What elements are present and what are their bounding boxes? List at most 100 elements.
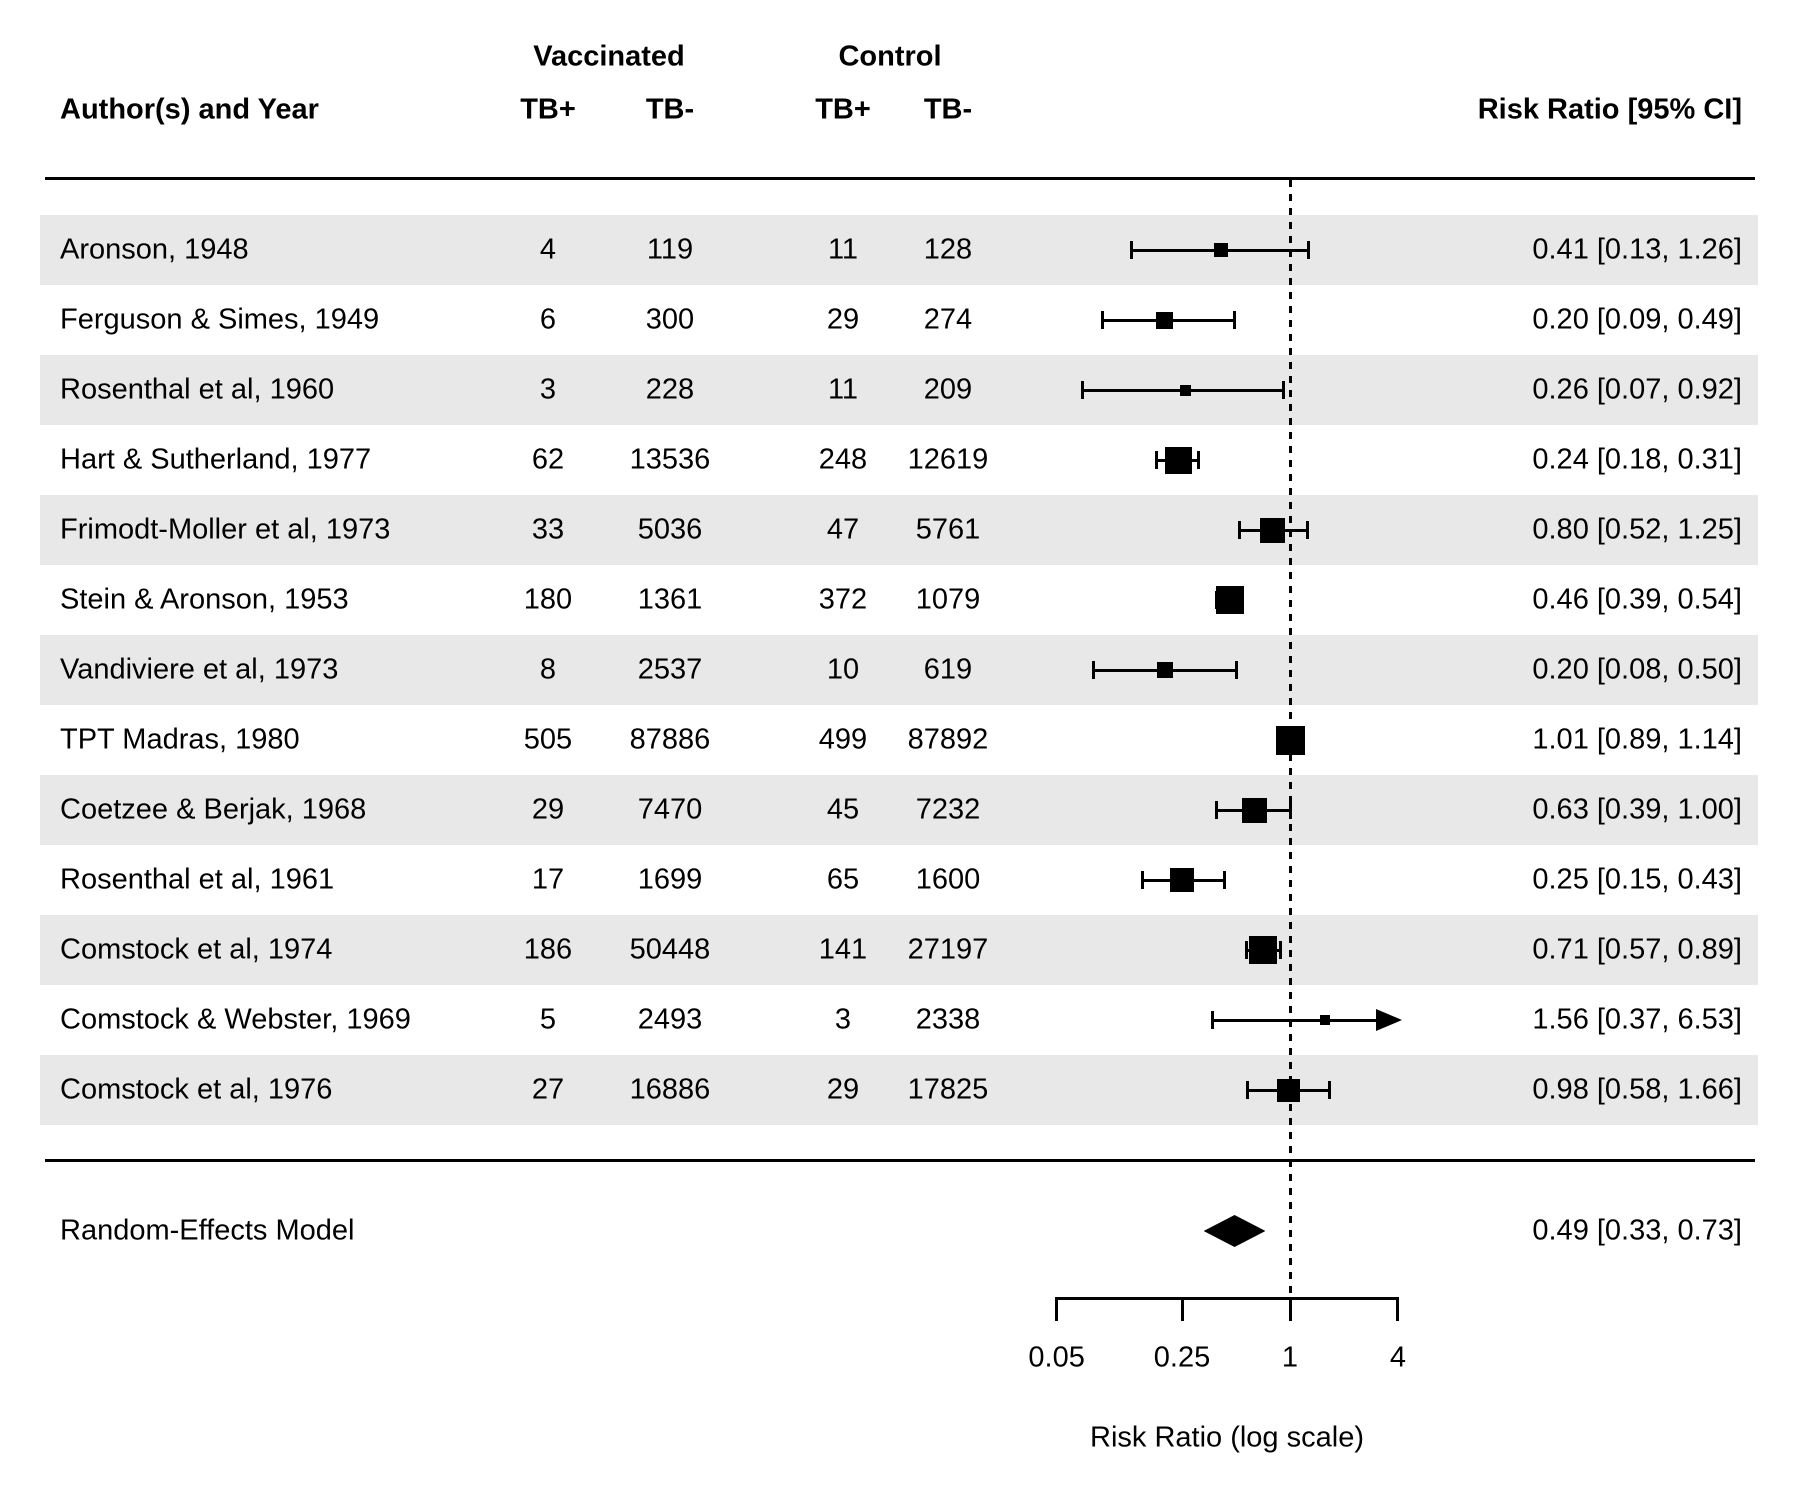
study-rr-value: 0.20 [0.09, 0.49] (1532, 303, 1742, 336)
study-vacc-tbpos: 505 (523, 723, 573, 756)
study-vacc-tbpos: 33 (531, 513, 565, 546)
point-estimate (1179, 384, 1191, 396)
x-axis-tick-label: 0.05 (1028, 1341, 1085, 1374)
ci-cap-left (1154, 451, 1158, 469)
ci-cap-right (1197, 451, 1201, 469)
ci-cap-right (1232, 311, 1236, 329)
point-estimate (1319, 1015, 1330, 1025)
ci-cap-right (1305, 521, 1309, 539)
ci-cap-right (1282, 381, 1285, 399)
study-rr-value: 0.25 [0.15, 0.43] (1532, 863, 1742, 896)
point-estimate (1215, 586, 1244, 614)
x-axis-line (1056, 1297, 1398, 1300)
study-rr-value: 0.41 [0.13, 1.26] (1532, 233, 1742, 266)
row-band (40, 355, 1758, 425)
study-rr-value: 0.20 [0.08, 0.50] (1532, 653, 1742, 686)
ci-cap-left (1215, 801, 1219, 819)
point-estimate (1276, 725, 1306, 755)
study-ctrl-tbneg: 12619 (907, 443, 989, 476)
study-author: Coetzee & Berjak, 1968 (60, 793, 367, 826)
study-vacc-tbneg: 300 (645, 303, 695, 336)
study-author: Vandiviere et al, 1973 (60, 653, 339, 686)
col-header-vacc-tbneg: TB- (645, 93, 695, 126)
row-band (40, 1055, 1758, 1125)
study-rr-value: 1.56 [0.37, 6.53] (1532, 1003, 1742, 1036)
ci-cap-left (1081, 381, 1085, 399)
study-ctrl-tbneg: 5761 (915, 513, 981, 546)
study-ctrl-tbneg: 128 (923, 233, 973, 266)
study-author: Rosenthal et al, 1961 (60, 863, 335, 896)
study-vacc-tbpos: 8 (539, 653, 557, 686)
ci-cap-left (1091, 661, 1095, 679)
study-rr-value: 0.63 [0.39, 1.00] (1532, 793, 1742, 826)
ci-arrow-right (1375, 1009, 1402, 1031)
point-estimate (1156, 311, 1174, 329)
row-band (40, 495, 1758, 565)
study-rr-value: 0.24 [0.18, 0.31] (1532, 443, 1742, 476)
study-rr-value: 0.98 [0.58, 1.66] (1532, 1073, 1742, 1106)
study-vacc-tbpos: 5 (539, 1003, 557, 1036)
ci-cap-left (1129, 241, 1133, 259)
x-axis-tick-label: 1 (1281, 1341, 1299, 1374)
study-rr-value: 0.26 [0.07, 0.92] (1532, 373, 1742, 406)
col-header-ctrl-tbpos: TB+ (815, 93, 871, 126)
study-ctrl-tbpos: 10 (826, 653, 860, 686)
ci-cap-left (1211, 1011, 1215, 1029)
study-ctrl-tbneg: 27197 (907, 933, 989, 966)
study-vacc-tbneg: 16886 (629, 1073, 711, 1106)
study-ctrl-tbpos: 65 (826, 863, 860, 896)
ci-cap-right (1279, 941, 1283, 959)
summary-model-label: Random-Effects Model (60, 1214, 355, 1247)
header-rule (45, 177, 1755, 180)
rr-column-header: Risk Ratio [95% CI] (1477, 93, 1742, 126)
study-rr-value: 1.01 [0.89, 1.14] (1532, 723, 1742, 756)
study-vacc-tbpos: 186 (523, 933, 573, 966)
author-column-header: Author(s) and Year (60, 93, 319, 126)
study-vacc-tbpos: 17 (531, 863, 565, 896)
study-author: Comstock et al, 1976 (60, 1073, 333, 1106)
point-estimate (1260, 517, 1286, 543)
study-author: Ferguson & Simes, 1949 (60, 303, 380, 336)
summary-diamond (1203, 1215, 1266, 1247)
study-author: Hart & Sutherland, 1977 (60, 443, 372, 476)
x-axis-tick-label: 4 (1389, 1341, 1407, 1374)
study-ctrl-tbpos: 499 (818, 723, 868, 756)
group-header-vaccinated: Vaccinated (533, 40, 685, 73)
x-axis-title: Risk Ratio (log scale) (1090, 1421, 1364, 1454)
study-vacc-tbneg: 7470 (637, 793, 703, 826)
study-author: TPT Madras, 1980 (60, 723, 300, 756)
point-estimate (1165, 446, 1193, 474)
study-ctrl-tbpos: 29 (826, 303, 860, 336)
study-ctrl-tbpos: 3 (834, 1003, 852, 1036)
study-ctrl-tbpos: 372 (818, 583, 868, 616)
point-estimate (1156, 662, 1173, 678)
study-rr-value: 0.71 [0.57, 0.89] (1532, 933, 1742, 966)
point-estimate (1213, 243, 1228, 257)
x-axis-tick (1055, 1297, 1059, 1321)
study-ctrl-tbpos: 11 (827, 233, 859, 266)
study-rr-value: 0.80 [0.52, 1.25] (1532, 513, 1742, 546)
ci-cap-left (1244, 941, 1248, 959)
x-axis-tick (1288, 1297, 1292, 1321)
study-ctrl-tbpos: 11 (827, 373, 859, 406)
ci-line (1212, 1018, 1376, 1022)
ci-cap-left (1246, 1081, 1250, 1099)
study-ctrl-tbpos: 47 (826, 513, 860, 546)
x-axis-tick-label: 0.25 (1153, 1341, 1211, 1374)
ci-cap-right (1222, 871, 1226, 889)
study-ctrl-tbneg: 209 (923, 373, 973, 406)
point-estimate (1170, 868, 1194, 892)
group-header-control: Control (838, 40, 942, 73)
summary-rr-value: 0.49 [0.33, 0.73] (1532, 1214, 1742, 1247)
study-vacc-tbneg: 119 (646, 233, 694, 266)
x-axis-tick (1396, 1297, 1400, 1321)
summary-rule (45, 1159, 1755, 1162)
study-ctrl-tbneg: 1600 (915, 863, 981, 896)
study-rr-value: 0.46 [0.39, 0.54] (1532, 583, 1742, 616)
study-ctrl-tbneg: 2338 (915, 1003, 981, 1036)
study-author: Aronson, 1948 (60, 233, 249, 266)
study-vacc-tbneg: 2537 (637, 653, 703, 686)
study-ctrl-tbneg: 17825 (907, 1073, 989, 1106)
study-author: Frimodt-Moller et al, 1973 (60, 513, 391, 546)
